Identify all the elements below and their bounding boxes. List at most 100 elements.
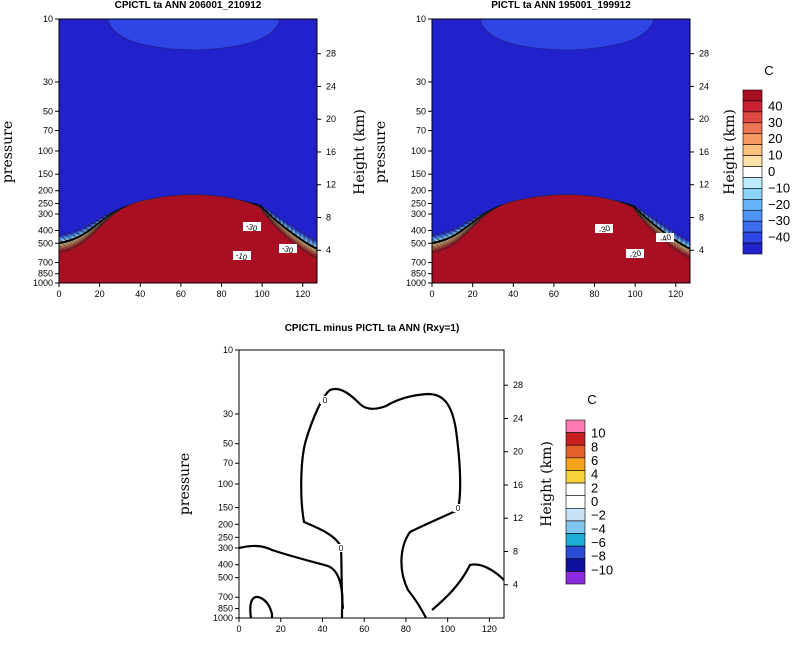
y-tick-label: 10 (43, 14, 53, 24)
height-tick-label: 20 (699, 114, 709, 124)
contour-label: -10 (235, 250, 249, 262)
panel2-contour-labels: -30 -40 -20 (595, 223, 674, 260)
panel-cpictl: CPICTL ta ANN 206001_210912 0 20 40 60 80 100… (0, 0, 368, 299)
x-tick-label: 80 (401, 624, 411, 634)
y-tick-label: 30 (416, 77, 426, 87)
colorbar-swatch (565, 495, 586, 509)
panel3-axes: 0 20 40 60 80 100 1201030507010015020025030040… (213, 345, 523, 634)
colorbar-swatch (742, 220, 763, 233)
x-tick-label: 60 (549, 289, 559, 299)
y-tick-label: 200 (411, 186, 426, 196)
colorbar-label: 0 (591, 494, 598, 509)
colorbar-swatch (742, 209, 763, 222)
x-tick-label: 80 (217, 289, 227, 299)
y-tick-label: 400 (38, 225, 53, 235)
contour-label: -30 (245, 221, 259, 233)
panel-difference: CPICTL minus PICTL ta ANN (Rxy=1) 0 20 40 6… (177, 323, 555, 634)
panel-pictl: PICTL ta ANN 195001_199912 0 20 40 60 80 100 1… (373, 0, 738, 299)
y-tick-label: 300 (411, 209, 426, 219)
height-tick-label: 28 (513, 380, 523, 390)
height-tick-label: 12 (513, 513, 523, 523)
colorbar-swatch (742, 188, 763, 200)
x-tick-label: 100 (255, 289, 270, 299)
x-tick-label: 0 (56, 289, 61, 299)
y-tick-label: 30 (223, 409, 233, 419)
colorbar-label: 8 (591, 439, 598, 454)
x-tick-label: 60 (359, 624, 369, 634)
colorbar-label: 0 (768, 164, 775, 179)
colorbar-swatch (742, 177, 763, 189)
height-tick-label: 4 (326, 245, 331, 255)
y-tick-label: 200 (38, 186, 53, 196)
y-tick-label: 70 (43, 126, 53, 136)
panel3-title: CPICTL minus PICTL ta ANN (Rxy=1) (285, 323, 460, 334)
panel2-title: PICTL ta ANN 195001_199912 (491, 0, 631, 11)
y-tick-label: 10 (416, 14, 426, 24)
panel2-contours (432, 19, 690, 283)
colorbar-swatch (742, 199, 763, 211)
height-tick-label: 12 (326, 180, 336, 190)
x-tick-label: 120 (668, 289, 683, 299)
y-tick-label: 150 (38, 169, 53, 179)
contour-label: -20 (629, 248, 643, 260)
colorbar-label: 10 (768, 148, 782, 163)
colorbar-swatch (742, 89, 763, 102)
x-tick-label: 20 (468, 289, 478, 299)
panel3-contour-labels: 0 0 0 (320, 396, 463, 553)
y-tick-label: 700 (411, 258, 426, 268)
y-tick-label: 250 (218, 532, 233, 542)
panel3-ylabel: pressure (177, 453, 193, 515)
colorbar-swatch (565, 432, 586, 446)
colorbar-swatch (565, 545, 586, 560)
height-tick-label: 24 (326, 81, 336, 91)
colorbar-label: −30 (768, 213, 790, 228)
panel1-contours (59, 19, 317, 283)
colorbar-label: −2 (591, 508, 606, 523)
height-tick-label: 4 (699, 245, 704, 255)
panel1-ylabel: pressure (0, 121, 16, 183)
contour-label: -30 (598, 223, 612, 235)
height-tick-label: 16 (513, 480, 523, 490)
y-tick-label: 30 (43, 77, 53, 87)
colorbar-swatch (742, 111, 763, 124)
x-tick-label: 40 (508, 289, 518, 299)
x-tick-label: 80 (590, 289, 600, 299)
y-tick-label: 850 (38, 269, 53, 279)
x-tick-label: 60 (176, 289, 186, 299)
colorbar-diff-unit: C (587, 392, 596, 407)
colorbar-swatch (565, 571, 586, 585)
y-tick-label: 200 (218, 519, 233, 529)
y-tick-label: 100 (218, 479, 233, 489)
x-tick-label: 0 (429, 289, 434, 299)
y-tick-label: 150 (218, 503, 233, 513)
x-tick-label: 120 (295, 289, 310, 299)
colorbar-label: −8 (591, 549, 606, 564)
y-tick-label: 150 (411, 169, 426, 179)
y-tick-label: 850 (218, 604, 233, 614)
x-tick-label: 100 (628, 289, 643, 299)
y-tick-label: 70 (223, 458, 233, 468)
colorbar-swatch (565, 558, 586, 572)
colorbar-label: 4 (591, 467, 598, 482)
colorbar-swatch (742, 155, 763, 167)
y-tick-label: 500 (411, 238, 426, 248)
y-tick-label: 300 (38, 209, 53, 219)
height-tick-label: 8 (699, 212, 704, 222)
x-tick-label: 120 (482, 624, 497, 634)
panel1-title: CPICTL ta ANN 206001_210912 (115, 0, 262, 11)
height-tick-label: 16 (699, 147, 709, 157)
x-tick-label: 40 (135, 289, 145, 299)
panel3-y2label: Height (km) (539, 441, 555, 527)
y-tick-label: 1000 (213, 613, 233, 623)
y-tick-label: 50 (416, 106, 426, 116)
colorbar-label: −10 (768, 180, 790, 195)
colorbar-top-unit: C (764, 63, 773, 78)
height-tick-label: 12 (699, 180, 709, 190)
colorbar-swatch (742, 242, 763, 255)
colorbar-swatch (565, 444, 586, 459)
y-tick-label: 10 (223, 345, 233, 355)
panel2-y2label: Height (km) (722, 109, 738, 195)
colorbar-label: 10 (591, 426, 605, 441)
